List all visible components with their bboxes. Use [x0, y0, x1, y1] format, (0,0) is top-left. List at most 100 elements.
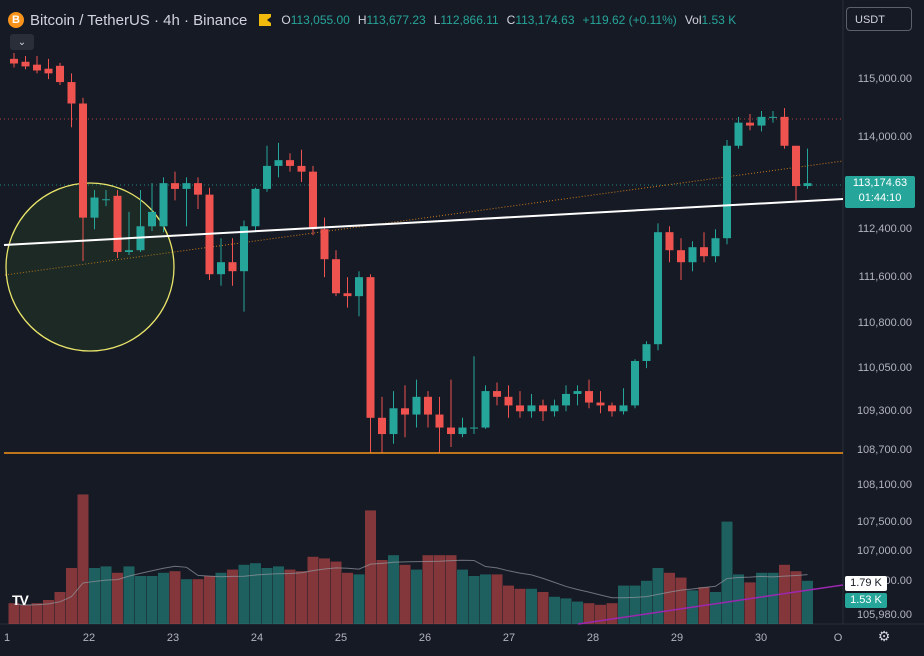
volume-bar	[112, 572, 123, 624]
candle-body	[504, 396, 513, 406]
volume-bar	[135, 576, 146, 624]
candle-body	[792, 145, 800, 187]
volume-bar	[572, 601, 583, 624]
candle-body	[79, 103, 87, 218]
price-axis-label: 112,400.00	[858, 223, 912, 235]
volume-bar	[353, 574, 365, 624]
volume-bar	[503, 585, 514, 624]
candle-body	[447, 427, 455, 435]
time-axis-label: 1	[4, 632, 10, 644]
volume-bar	[158, 572, 169, 624]
candle-body	[171, 183, 179, 189]
volume-bar	[434, 555, 445, 624]
candle-body	[366, 277, 375, 418]
flag-icon[interactable]	[259, 14, 272, 26]
price-axis-label: 109,300.00	[857, 405, 912, 417]
volume-bar	[652, 568, 664, 624]
volume-bar	[342, 572, 353, 624]
volume-bar	[20, 604, 31, 624]
candle-body	[527, 405, 536, 412]
candle-body	[435, 414, 444, 428]
candle-body	[596, 402, 605, 406]
candle-body	[677, 250, 685, 263]
candle-body	[286, 160, 294, 166]
volume-bar	[8, 603, 20, 624]
volume-bar	[618, 585, 629, 624]
volume-bar	[549, 596, 560, 624]
volume-bar	[273, 566, 284, 624]
time-axis-label: 22	[83, 632, 95, 644]
candle-body	[470, 427, 478, 429]
volume-bar	[790, 571, 802, 624]
time-axis-label: 25	[335, 632, 347, 644]
volume-bar	[261, 568, 273, 624]
price-axis-label: 105,980.00	[857, 609, 912, 621]
candle-body	[217, 262, 225, 275]
volume-bar	[468, 576, 480, 624]
chevron-down-icon: ⌄	[17, 36, 27, 48]
candle-body	[803, 183, 812, 187]
volume-current-tag: 1.53 K	[845, 593, 887, 608]
volume-bar	[54, 592, 66, 624]
ohlc-change: +119.62 (+0.11%)	[582, 13, 677, 27]
volume-bar	[330, 561, 342, 624]
candle-body	[631, 361, 639, 406]
candle-body	[263, 165, 271, 189]
volume-bar	[376, 560, 388, 624]
time-axis-label: 28	[587, 632, 599, 644]
candle-body	[10, 58, 18, 64]
candle-body	[320, 229, 329, 260]
last-price-tag: 113,174.63 01:44:10	[845, 176, 915, 208]
candle-body	[608, 405, 616, 412]
volume-bar	[629, 585, 641, 624]
candle-body	[424, 396, 432, 415]
time-axis-label: 26	[419, 632, 431, 644]
candle-body	[355, 277, 363, 297]
volume-bar	[583, 603, 595, 624]
time-axis-label: 23	[167, 632, 179, 644]
volume-bar	[192, 579, 204, 624]
volume-bar	[537, 592, 549, 624]
candle-body	[159, 183, 168, 227]
tradingview-logo[interactable]: TV	[12, 592, 29, 608]
candle-body	[746, 122, 754, 126]
time-axis-label: O	[834, 632, 843, 644]
volume-bar	[491, 574, 503, 624]
volume-bar	[445, 555, 457, 624]
time-axis-label: 24	[251, 632, 263, 644]
candle-body	[182, 183, 191, 189]
candle-body	[21, 61, 30, 67]
gear-icon[interactable]: ⚙	[877, 628, 891, 644]
volume-bar	[181, 579, 192, 624]
volume-bar	[215, 572, 227, 624]
price-axis-label: 110,800.00	[858, 317, 912, 329]
volume-bar	[238, 564, 250, 624]
volume-bar	[710, 592, 721, 624]
collapse-legend-button[interactable]: ⌄	[10, 34, 34, 50]
volume-readout: Vol1.53 K	[684, 13, 737, 27]
ohlc-low: L112,866.11	[433, 13, 499, 27]
candle-body	[642, 344, 651, 361]
candle-body	[458, 427, 467, 435]
volume-bar	[560, 598, 572, 624]
currency-button[interactable]: USDT	[846, 7, 912, 31]
volume-bar	[422, 555, 434, 624]
volume-bar	[526, 588, 537, 624]
candle-body	[240, 226, 248, 272]
volume-bar	[802, 580, 813, 624]
candle-body	[332, 259, 340, 294]
volume-bar	[31, 603, 43, 624]
candle-body	[619, 405, 628, 412]
price-axis-label: 114,000.00	[858, 131, 912, 143]
symbol-title[interactable]: Bitcoin / TetherUS · 4h · Binance	[30, 11, 248, 29]
candle-body	[309, 171, 317, 230]
candle-body	[550, 405, 559, 412]
candle-body	[711, 238, 720, 257]
price-axis-label: 115,000.00	[858, 73, 912, 85]
volume-bar	[123, 566, 135, 624]
volume-bar	[514, 588, 526, 624]
volume-bar	[595, 604, 606, 624]
candle-body	[573, 391, 582, 394]
price-axis-label: 110,050.00	[858, 362, 912, 374]
